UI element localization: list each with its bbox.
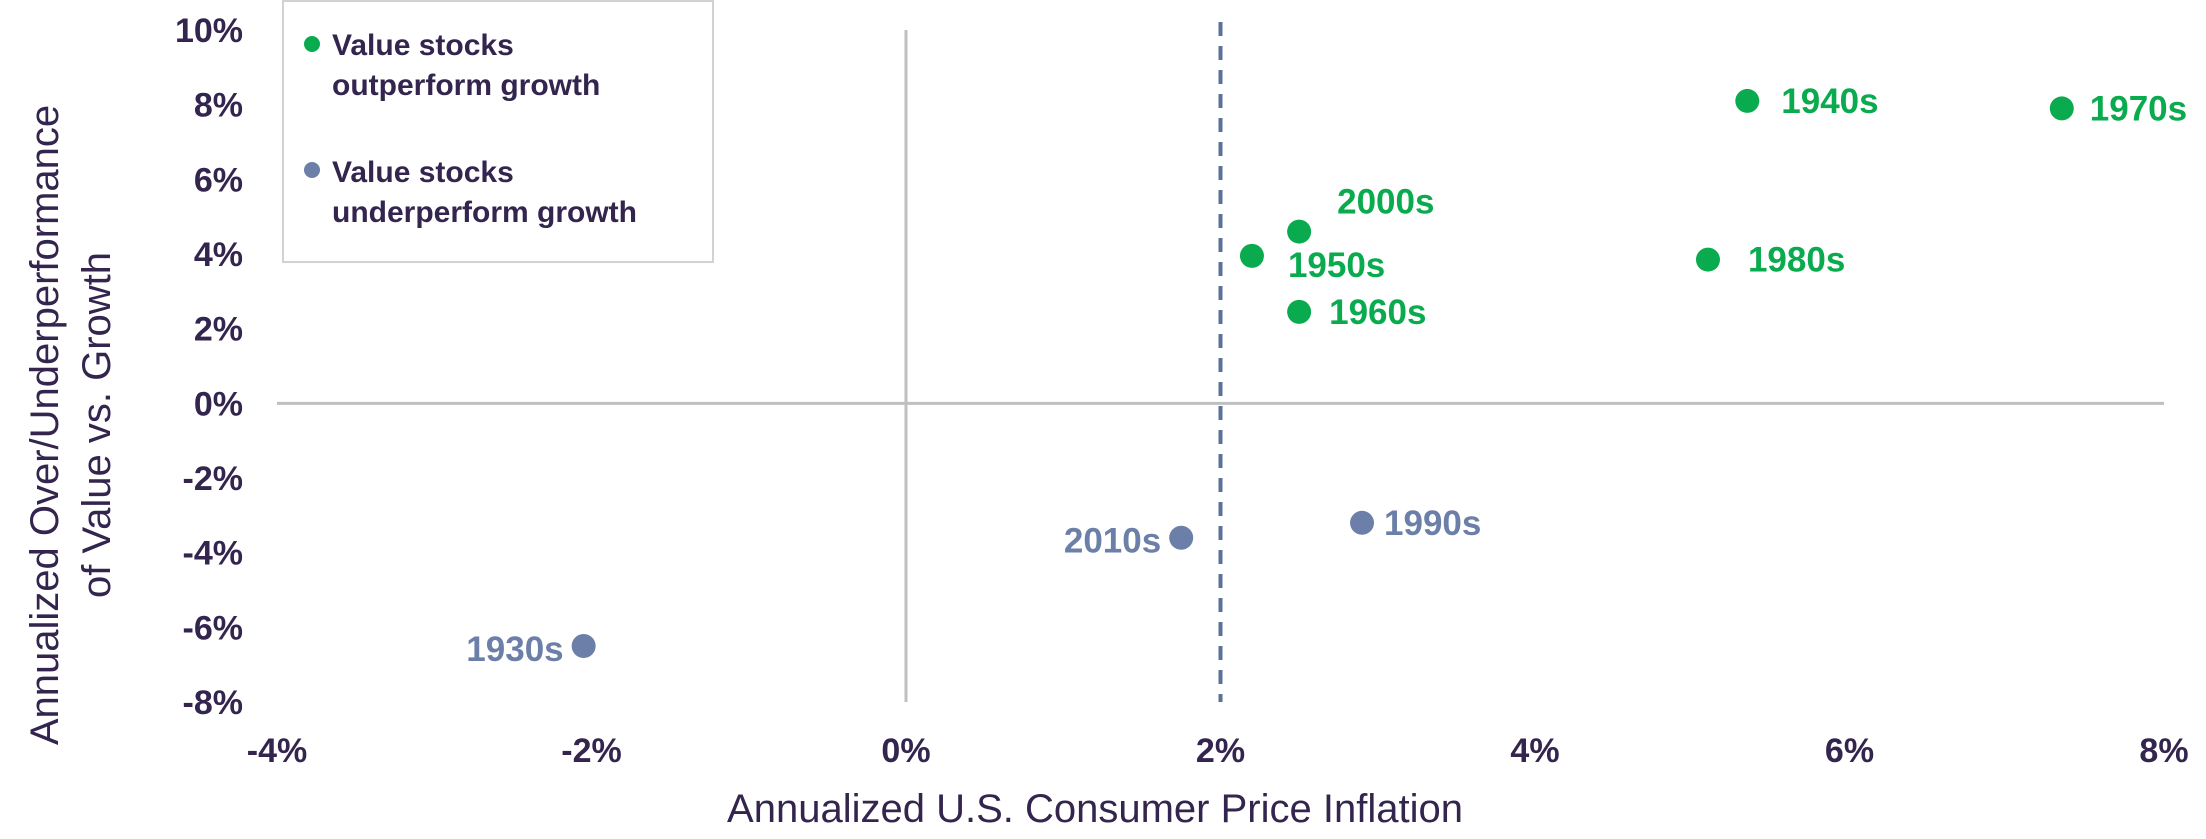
y-tick-label: -6% [183,609,243,647]
data-label-1990s: 1990s [1384,504,1481,543]
data-label-1930s: 1930s [466,630,563,669]
legend-marker-underperform [304,162,320,178]
data-point-1960s [1287,299,1312,324]
x-tick-label: 6% [1825,732,1874,770]
y-tick-label: 0% [194,385,243,423]
tick-labels: -4% -2% 0% 2% 4% 6% 8% 10% 8% 6% 4% 2% 0% -2% -4% -6% -8… [175,12,2189,770]
data-label-1940s: 1940s [1781,82,1878,121]
data-label-1970s: 1970s [2090,89,2187,128]
y-axis-title-line1: Annualized Over/Underperformance [23,105,67,745]
legend-label-underperform-line2: underperform growth [332,196,637,229]
x-tick-label: 2% [1196,732,1245,770]
y-tick-label: 4% [194,236,243,274]
data-points: 1940s 1970s 2000s 1950s 1980s 1960s 1990s 2010s… [466,82,2187,669]
data-label-2010s: 2010s [1064,522,1161,561]
legend: Value stocks outperform growth Value sto… [282,0,714,263]
data-point-1940s [1735,88,1760,113]
data-label-1950s: 1950s [1288,246,1385,285]
x-tick-label: -4% [247,732,307,770]
y-tick-label: 6% [194,161,243,199]
y-tick-label: -2% [183,460,243,498]
data-point-1990s [1350,510,1375,535]
data-label-1960s: 1960s [1329,293,1426,332]
y-tick-label: -4% [183,535,243,573]
legend-marker-outperform [304,36,320,52]
data-point-1980s [1695,247,1720,272]
data-label-1980s: 1980s [1748,241,1845,280]
y-tick-label: 2% [194,311,243,349]
x-tick-label: -2% [561,732,621,770]
legend-box [282,0,714,263]
y-tick-label: -8% [183,684,243,722]
x-axis-title: Annualized U.S. Consumer Price Inflation [727,787,1463,831]
legend-label-outperform-line2: outperform growth [332,69,600,102]
legend-label-outperform-line1: Value stocks [332,29,514,62]
data-point-2010s [1169,525,1194,550]
data-point-1930s [571,634,596,658]
data-point-1950s [1239,243,1264,268]
y-tick-label: 10% [175,12,243,50]
axes [277,22,2164,702]
y-tick-label: 8% [194,87,243,125]
x-tick-label: 4% [1510,732,1559,770]
y-axis-title-line2: of Value vs. Growth [75,252,119,598]
data-point-2000s [1287,219,1312,244]
data-label-2000s: 2000s [1337,183,1434,222]
legend-label-underperform-line1: Value stocks [332,156,514,189]
x-tick-label: 0% [881,732,930,770]
x-tick-label: 8% [2139,732,2188,770]
data-point-1970s [2049,96,2074,121]
